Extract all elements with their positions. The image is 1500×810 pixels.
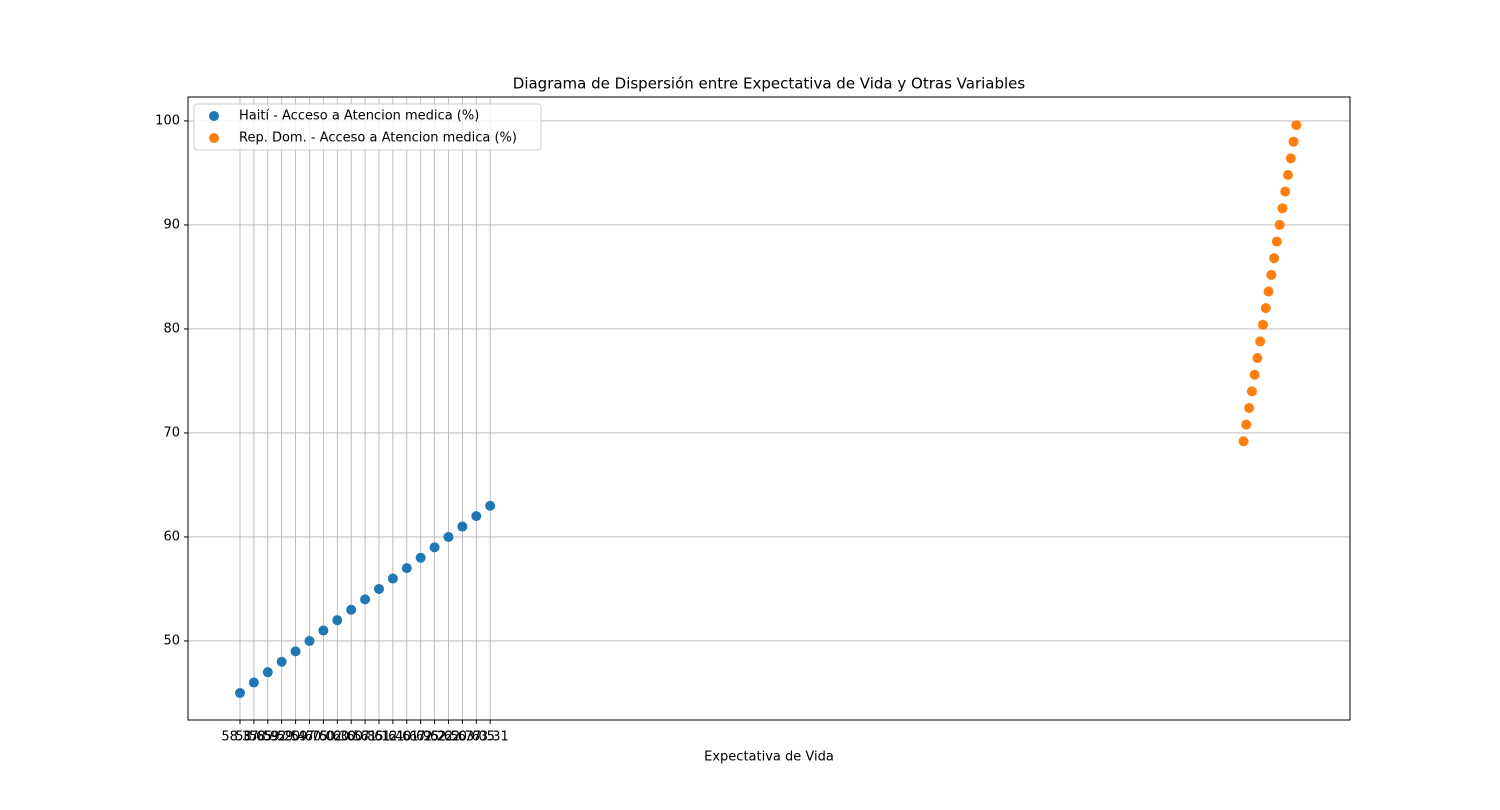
point bbox=[1269, 253, 1280, 264]
point bbox=[429, 542, 440, 553]
point bbox=[471, 511, 482, 522]
x-tick-label: 61.40 bbox=[374, 730, 411, 745]
x-tick-label: 63.05 bbox=[458, 730, 495, 745]
point bbox=[1274, 219, 1285, 230]
chart-title: Diagrama de Dispersión entre Expectativa… bbox=[513, 75, 1026, 93]
x-tick-label: 62.77 bbox=[444, 730, 481, 745]
point bbox=[401, 563, 412, 574]
x-axis-label: Expectativa de Vida bbox=[704, 750, 834, 765]
x-tick-label: 59.20 bbox=[263, 730, 300, 745]
point bbox=[1266, 269, 1277, 280]
point bbox=[360, 594, 371, 605]
x-tick-label: 60.02 bbox=[305, 730, 342, 745]
y-tick-label: 90 bbox=[163, 217, 180, 232]
point bbox=[304, 635, 315, 646]
point bbox=[1285, 153, 1296, 164]
point bbox=[1257, 319, 1268, 330]
point bbox=[234, 687, 245, 698]
legend-label: Haití - Acceso a Atencion medica (%) bbox=[239, 109, 479, 124]
y-tick-label: 80 bbox=[163, 321, 180, 336]
point bbox=[248, 677, 259, 688]
point bbox=[457, 521, 468, 532]
y-tick-label: 60 bbox=[163, 529, 180, 544]
legend-box bbox=[193, 103, 542, 151]
point bbox=[485, 500, 496, 511]
point bbox=[290, 646, 301, 657]
point bbox=[443, 531, 454, 542]
point bbox=[346, 604, 357, 615]
y-tick-label: 50 bbox=[163, 633, 180, 648]
point bbox=[1238, 436, 1249, 447]
x-tick-label: 59.47 bbox=[277, 730, 314, 745]
point bbox=[1280, 186, 1291, 197]
x-tick-label: 58.37 bbox=[221, 730, 258, 745]
point bbox=[1291, 120, 1302, 131]
y-tick-label: 70 bbox=[163, 425, 180, 440]
x-tick-label: 63.31 bbox=[472, 730, 509, 745]
legend-marker bbox=[209, 133, 219, 143]
point bbox=[1241, 419, 1252, 430]
point bbox=[1246, 386, 1257, 397]
point bbox=[387, 573, 398, 584]
x-tick-label: 59.75 bbox=[291, 730, 328, 745]
x-tick-label: 61.95 bbox=[402, 730, 439, 745]
point bbox=[1255, 336, 1266, 347]
point bbox=[276, 656, 287, 667]
point bbox=[262, 667, 273, 678]
x-tick-label: 58.92 bbox=[249, 730, 286, 745]
point bbox=[373, 583, 384, 594]
point bbox=[1283, 170, 1294, 181]
x-tick-label: 58.65 bbox=[235, 730, 272, 745]
point bbox=[1260, 303, 1271, 314]
legend-label: Rep. Dom. - Acceso a Atencion medica (%) bbox=[239, 131, 517, 146]
point bbox=[1249, 369, 1260, 380]
point bbox=[1277, 203, 1288, 214]
x-tick-label: 60.85 bbox=[346, 730, 383, 745]
x-tick-label: 60.57 bbox=[333, 730, 370, 745]
plot-frame bbox=[187, 96, 1351, 721]
point bbox=[1288, 136, 1299, 147]
x-tick-label: 62.22 bbox=[416, 730, 453, 745]
point bbox=[1271, 236, 1282, 247]
point bbox=[1252, 353, 1263, 364]
y-tick-label: 100 bbox=[155, 113, 180, 128]
x-tick-label: 62.50 bbox=[430, 730, 467, 745]
point bbox=[1263, 286, 1274, 297]
x-tick-label: 60.30 bbox=[319, 730, 356, 745]
point bbox=[1244, 402, 1255, 413]
legend-marker bbox=[209, 111, 219, 121]
point bbox=[332, 615, 343, 626]
point bbox=[318, 625, 329, 636]
x-tick-label: 61.12 bbox=[360, 730, 397, 745]
x-tick-label: 61.67 bbox=[388, 730, 425, 745]
point bbox=[415, 552, 426, 563]
